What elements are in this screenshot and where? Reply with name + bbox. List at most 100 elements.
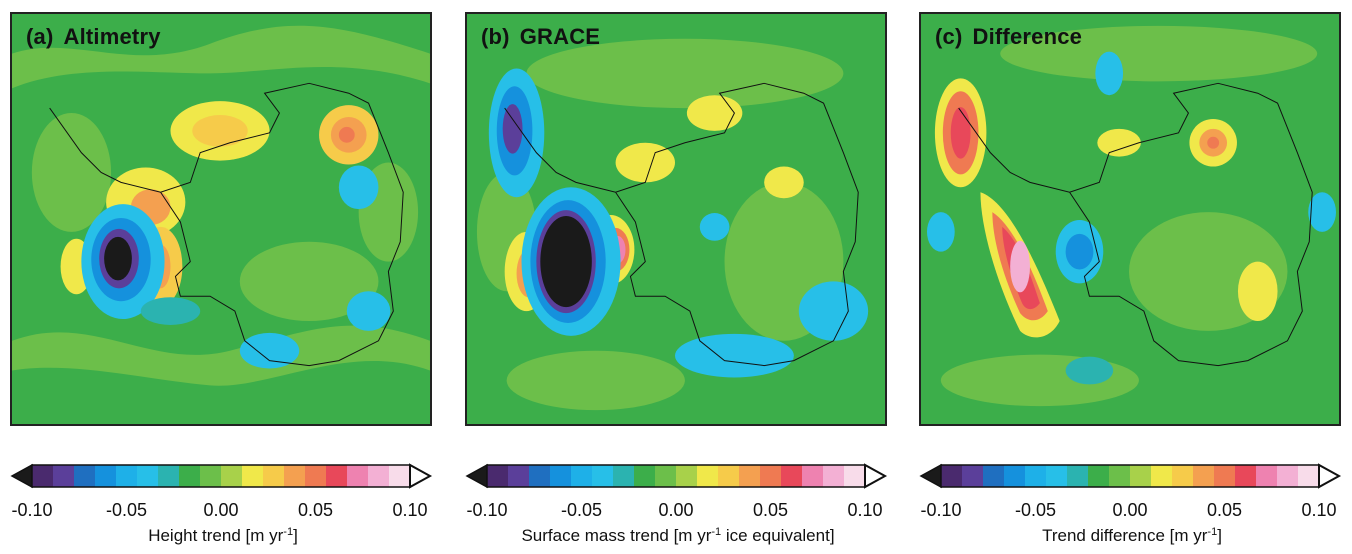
colorbar-grace bbox=[465, 463, 895, 489]
colorbar-swatch bbox=[781, 465, 803, 487]
colorbar-swatch bbox=[529, 465, 551, 487]
colorbar-tick-label: 0.05 bbox=[752, 500, 789, 520]
colorbar-tick-label: 0.00 bbox=[658, 500, 694, 520]
colorbar-swatch bbox=[676, 465, 698, 487]
colorbar-tick-label: -0.05 bbox=[105, 500, 148, 520]
colorbar-frame bbox=[31, 464, 411, 488]
altimetry-trend-map bbox=[12, 14, 430, 424]
colorbar-svg bbox=[919, 463, 1342, 489]
colorbar-swatch bbox=[74, 465, 96, 487]
colorbar-swatch bbox=[116, 465, 138, 487]
colorbar-swatch bbox=[962, 465, 984, 487]
colorbar-frame bbox=[940, 464, 1320, 488]
colorbar-swatch bbox=[718, 465, 740, 487]
colorbar-swatch bbox=[200, 465, 222, 487]
colorbar-frame bbox=[486, 464, 866, 488]
colorbar-swatch bbox=[508, 465, 530, 487]
antarctica-coastline bbox=[49, 82, 404, 367]
colorbar-max-arrow bbox=[409, 463, 433, 489]
colorbar-swatch bbox=[1193, 465, 1215, 487]
colorbar-tick-label: -0.10 bbox=[11, 500, 53, 520]
colorbar-swatch bbox=[1088, 465, 1110, 487]
panel-name: GRACE bbox=[519, 24, 601, 49]
colorbar-swatch bbox=[389, 465, 411, 487]
antarctica-coastline bbox=[504, 82, 859, 367]
colorbar-swatch bbox=[1298, 465, 1320, 487]
difference-trend-map bbox=[921, 14, 1339, 424]
colorbar-min-arrow bbox=[465, 463, 488, 489]
panel-title-grace: (b) GRACE bbox=[481, 24, 600, 50]
panel-name: Altimetry bbox=[63, 24, 161, 49]
colorbar-max-arrow bbox=[864, 463, 888, 489]
colorbar-swatch bbox=[697, 465, 719, 487]
colorbar-swatch bbox=[1067, 465, 1089, 487]
colorbar-swatch bbox=[137, 465, 159, 487]
colorbar-swatch bbox=[305, 465, 327, 487]
colorbar-difference bbox=[919, 463, 1349, 489]
panel-letter: (a) bbox=[26, 24, 54, 49]
colorbar-tick-label: 0.10 bbox=[847, 500, 883, 520]
colorbar-tick-label: -0.05 bbox=[1014, 500, 1057, 520]
colorbar-tick-label: -0.05 bbox=[560, 500, 603, 520]
colorbar-swatch bbox=[1109, 465, 1131, 487]
panel-letter: (c) bbox=[935, 24, 963, 49]
colorbar-swatch bbox=[53, 465, 75, 487]
colorbar-swatch bbox=[1151, 465, 1173, 487]
colorbar-label-altimetry: Height trend [m yr-1] bbox=[148, 526, 298, 545]
colorbar-swatch bbox=[179, 465, 201, 487]
colorbar-swatch bbox=[550, 465, 572, 487]
colorbar-swatch bbox=[221, 465, 243, 487]
colorbar-ticks-difference: -0.10 -0.05 0.00 0.05 0.10 bbox=[919, 500, 1349, 524]
colorbar-tick-label: 0.00 bbox=[203, 500, 239, 520]
colorbar-swatch bbox=[802, 465, 824, 487]
colorbar-max-arrow bbox=[1318, 463, 1342, 489]
colorbar-swatch bbox=[263, 465, 285, 487]
colorbar-swatch bbox=[368, 465, 390, 487]
colorbar-swatch bbox=[1046, 465, 1068, 487]
antarctica-coastline bbox=[958, 82, 1313, 367]
colorbar-tick-label: -0.10 bbox=[920, 500, 962, 520]
colorbar-swatch bbox=[326, 465, 348, 487]
map-panel-difference: (c) Difference bbox=[919, 12, 1341, 426]
colorbar-min-arrow bbox=[919, 463, 942, 489]
colorbar-swatch bbox=[158, 465, 180, 487]
colorbar-swatch bbox=[487, 465, 509, 487]
map-panel-altimetry: (a) Altimetry bbox=[10, 12, 432, 426]
colorbar-swatch bbox=[32, 465, 54, 487]
colorbar-swatch bbox=[95, 465, 117, 487]
colorbar-ticks-grace: -0.10 -0.05 0.00 0.05 0.10 bbox=[465, 500, 895, 524]
colorbar-swatch bbox=[1004, 465, 1026, 487]
panel-title-altimetry: (a) Altimetry bbox=[26, 24, 161, 50]
colorbar-tick-label: 0.05 bbox=[297, 500, 334, 520]
colorbar-swatch bbox=[1172, 465, 1194, 487]
colorbar-tick-label: -0.10 bbox=[466, 500, 508, 520]
colorbar-swatch bbox=[1214, 465, 1236, 487]
colorbar-tick-label: 0.10 bbox=[1301, 500, 1337, 520]
colorbar-swatch bbox=[739, 465, 761, 487]
panel-title-difference: (c) Difference bbox=[935, 24, 1082, 50]
colorbar-swatch bbox=[655, 465, 677, 487]
panel-name: Difference bbox=[972, 24, 1083, 49]
colorbar-swatch bbox=[347, 465, 369, 487]
colorbar-swatch bbox=[571, 465, 593, 487]
colorbar-swatch bbox=[1235, 465, 1257, 487]
colorbar-swatch bbox=[613, 465, 635, 487]
colorbar-swatch bbox=[634, 465, 656, 487]
colorbar-swatch bbox=[1277, 465, 1299, 487]
colorbar-tick-label: 0.05 bbox=[1206, 500, 1243, 520]
grace-trend-map bbox=[467, 14, 885, 424]
colorbar-swatch bbox=[941, 465, 963, 487]
panel-letter: (b) bbox=[481, 24, 510, 49]
map-panel-grace: (b) GRACE bbox=[465, 12, 887, 426]
colorbar-min-arrow bbox=[10, 463, 33, 489]
colorbar-swatch bbox=[1130, 465, 1152, 487]
colorbar-swatch bbox=[844, 465, 866, 487]
colorbar-tick-label: 0.00 bbox=[1112, 500, 1148, 520]
colorbar-swatch bbox=[242, 465, 264, 487]
colorbar-tick-label: 0.10 bbox=[392, 500, 428, 520]
colorbar-swatch bbox=[760, 465, 782, 487]
colorbar-altimetry bbox=[10, 463, 440, 489]
colorbar-swatch bbox=[983, 465, 1005, 487]
colorbar-svg bbox=[465, 463, 888, 489]
colorbar-label-difference: Trend difference [m yr-1] bbox=[1042, 526, 1222, 545]
